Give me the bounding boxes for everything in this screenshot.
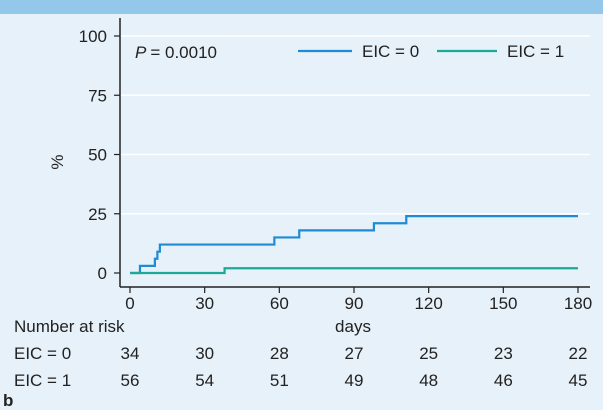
- y-tick-label: 50: [88, 146, 107, 165]
- y-tick-label: 100: [79, 27, 107, 46]
- risk-row-label: EIC = 1: [14, 371, 71, 390]
- legend-label: EIC = 1: [507, 42, 564, 61]
- risk-value: 25: [419, 344, 438, 363]
- x-ticks: 0 30 60 90 120 150 180: [125, 287, 592, 313]
- y-axis-title: %: [48, 154, 67, 169]
- axes: [119, 18, 590, 288]
- panel-letter: b: [3, 391, 13, 410]
- x-axis-title: days: [335, 317, 371, 336]
- risk-value: 28: [270, 344, 289, 363]
- x-tick-label: 150: [489, 294, 517, 313]
- panel-header-bar: [0, 0, 603, 14]
- p-symbol: P: [135, 43, 147, 62]
- gridlines: [120, 35, 590, 215]
- risk-value: 49: [345, 371, 364, 390]
- x-tick-label: 30: [195, 294, 214, 313]
- legend: EIC = 0 EIC = 1: [298, 42, 564, 61]
- risk-value: 23: [494, 344, 513, 363]
- p-value-annotation: P = 0.0010: [135, 43, 217, 62]
- risk-value: 56: [121, 371, 140, 390]
- series-lines: [130, 215, 578, 275]
- risk-table-header: Number at risk: [14, 317, 125, 336]
- risk-value: 34: [121, 344, 140, 363]
- risk-value: 51: [270, 371, 289, 390]
- risk-value: 22: [569, 344, 588, 363]
- risk-value: 27: [345, 344, 364, 363]
- y-tick-label: 0: [98, 264, 107, 283]
- x-tick-label: 60: [270, 294, 289, 313]
- y-tick-label: 75: [88, 86, 107, 105]
- y-tick-label: 25: [88, 205, 107, 224]
- series-line-eic-1: [130, 267, 578, 275]
- legend-label: EIC = 0: [362, 42, 419, 61]
- series-line-eic-0: [130, 215, 578, 275]
- risk-value: 45: [569, 371, 588, 390]
- x-tick-label: 0: [125, 294, 134, 313]
- x-tick-label: 180: [564, 294, 592, 313]
- risk-value: 46: [494, 371, 513, 390]
- risk-value: 54: [195, 371, 214, 390]
- risk-table: Number at risk EIC = 0 34 30 28 27 25 23 22 EIC =…: [14, 317, 587, 390]
- svg-text:P= 0.0010: P = 0.0010: [135, 43, 217, 62]
- x-tick-label: 120: [414, 294, 442, 313]
- risk-value: 48: [419, 371, 438, 390]
- x-tick-label: 90: [345, 294, 364, 313]
- risk-row-label: EIC = 0: [14, 344, 71, 363]
- p-value: = 0.0010: [150, 43, 217, 62]
- risk-value: 30: [195, 344, 214, 363]
- y-ticks: 0 25 50 75 100: [79, 27, 120, 283]
